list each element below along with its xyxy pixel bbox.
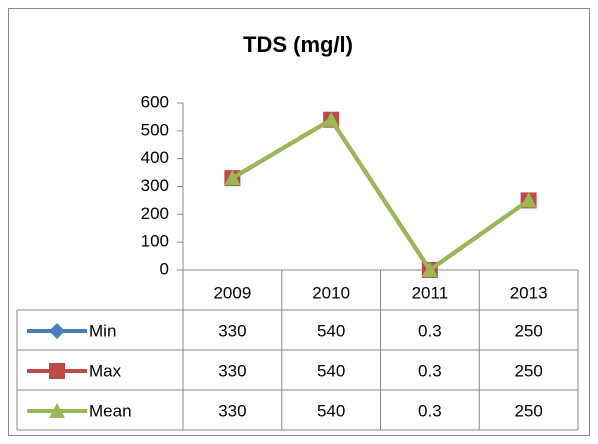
table-value: 540 [317,361,345,380]
x-tick-label: 2010 [312,283,350,302]
chart-border [8,8,590,436]
data-point [224,170,241,186]
legend-marker [49,403,65,418]
series-line [231,117,530,272]
table-value: 250 [514,321,542,340]
table-value: 540 [317,401,345,420]
chart-title: TDS (mg/l) [243,32,353,57]
data-point [421,261,438,277]
y-tick-label: 100 [141,232,169,251]
table-value: 540 [317,321,345,340]
x-tick-label: 2009 [213,283,251,302]
table-value: 330 [218,321,246,340]
legend-marker [49,323,65,339]
y-tick-label: 500 [141,120,169,139]
legend-label: Max [89,361,122,380]
x-tick-label: 2013 [510,283,548,302]
table-value: 0.3 [418,361,442,380]
table-value: 330 [218,401,246,420]
legend-label: Mean [89,401,132,420]
table-value: 0.3 [418,321,442,340]
data-point [520,192,537,208]
y-tick-label: 0 [160,259,169,278]
table-value: 0.3 [418,401,442,420]
data-point [323,111,340,127]
y-tick-label: 400 [141,148,169,167]
y-tick-label: 200 [141,204,169,223]
y-tick-label: 600 [141,92,169,111]
table-value: 330 [218,361,246,380]
legend-label: Min [89,321,116,340]
table-value: 250 [514,401,542,420]
legend-marker [49,363,65,379]
table-value: 250 [514,361,542,380]
y-tick-label: 300 [141,176,169,195]
x-tick-label: 2011 [412,283,449,302]
